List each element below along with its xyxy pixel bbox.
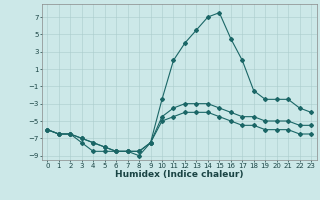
X-axis label: Humidex (Indice chaleur): Humidex (Indice chaleur) — [115, 170, 244, 179]
